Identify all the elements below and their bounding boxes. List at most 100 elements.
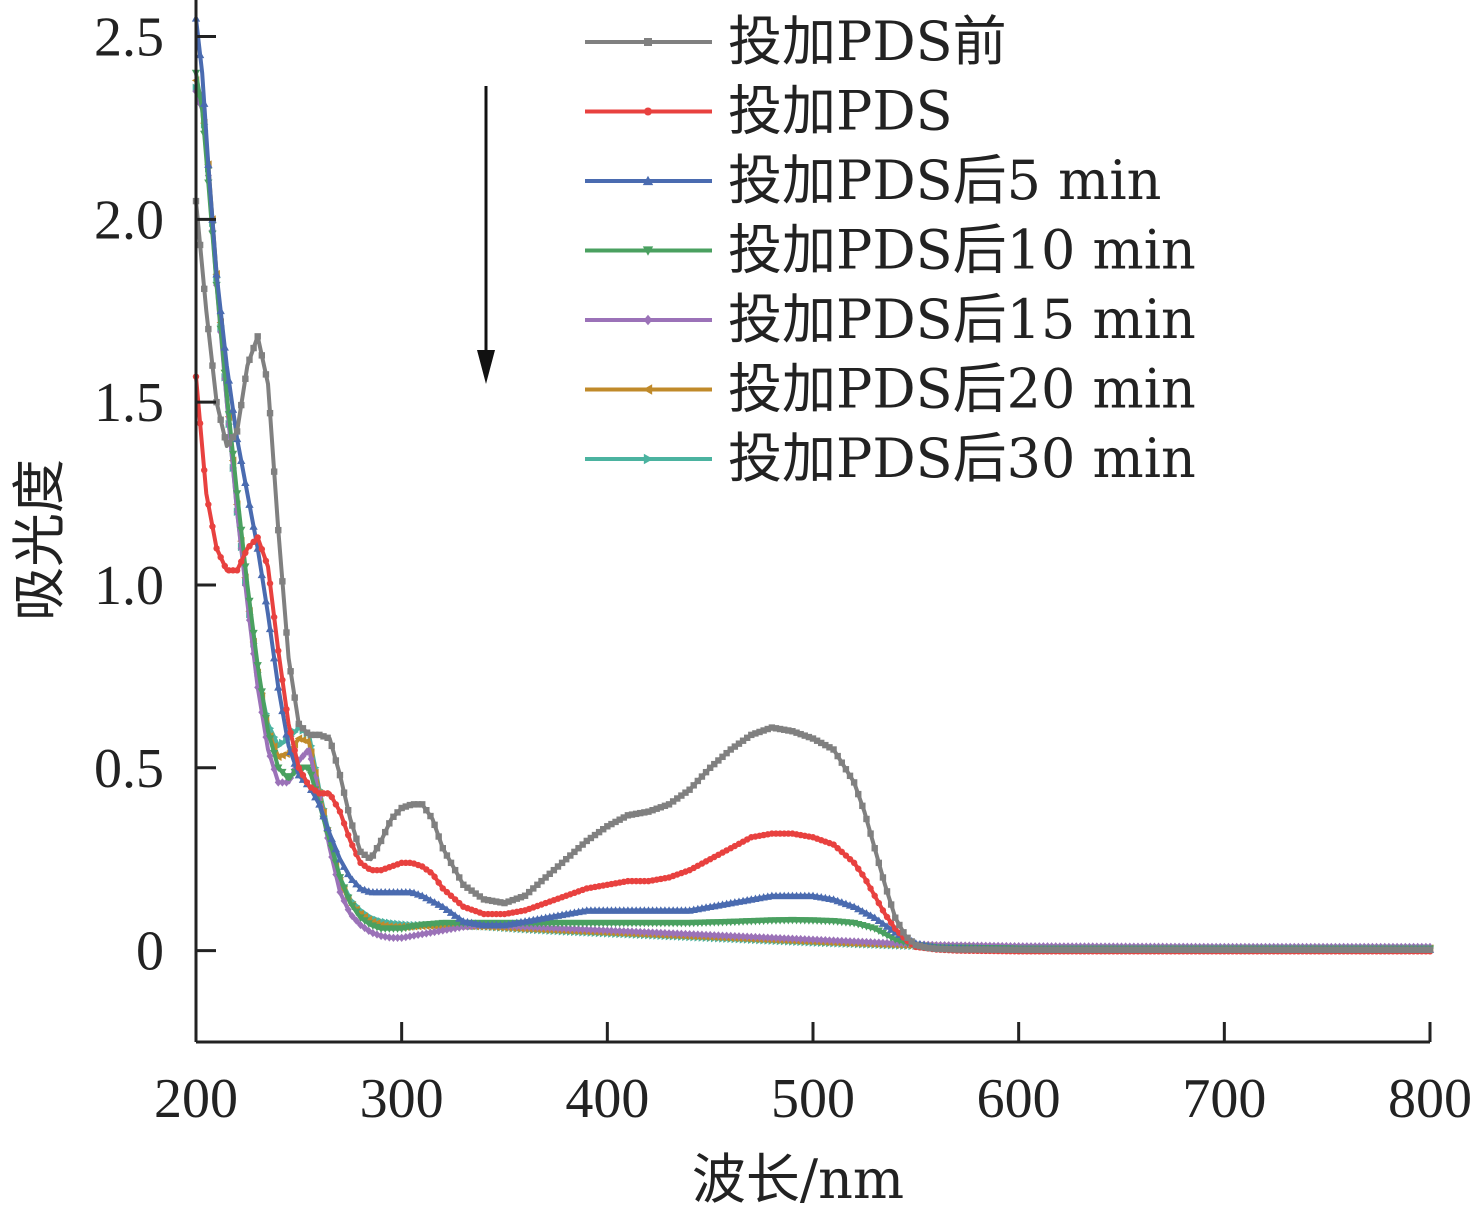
series-point [324, 790, 331, 797]
series-point [809, 735, 817, 742]
series-point [1147, 946, 1154, 954]
series-point [982, 946, 989, 953]
series-point [331, 844, 341, 853]
series-point [694, 930, 702, 939]
series-point [999, 946, 1006, 953]
series-point [352, 916, 360, 925]
series-point [274, 778, 282, 787]
x-tick-label: 200 [154, 1068, 238, 1130]
series-point [1286, 946, 1294, 954]
series-point [1151, 946, 1158, 954]
series-point [237, 526, 246, 535]
series-point [217, 553, 224, 561]
series-point [882, 922, 892, 930]
series-point [319, 811, 328, 820]
series-point [929, 945, 936, 952]
series-point [855, 790, 862, 798]
series-point [1126, 946, 1133, 954]
series-point [772, 725, 780, 732]
series-point [542, 923, 550, 932]
series-point [855, 865, 862, 872]
legend-marker [643, 453, 654, 465]
series-point [801, 935, 809, 944]
series-point [269, 653, 279, 662]
series-point [390, 813, 397, 820]
series-point [456, 874, 463, 881]
series-point [825, 936, 833, 945]
series-point [361, 851, 368, 859]
series-point [419, 801, 426, 808]
series-point [493, 898, 500, 905]
series-point [834, 936, 842, 945]
series-point [788, 934, 796, 943]
series-point [607, 926, 615, 935]
series-point [228, 405, 238, 413]
series-point [550, 866, 558, 874]
series-point [212, 270, 221, 278]
series-point [616, 816, 623, 823]
ticks: 200 300 400 500 600 700 800 0 0.5 1.0 1.5 2.0 2.5 [94, 7, 1472, 1130]
series-point [780, 934, 788, 943]
series-point [990, 946, 998, 953]
series-point [1418, 946, 1425, 954]
series-point [974, 946, 981, 953]
series-point [406, 801, 414, 809]
series-point [850, 779, 858, 786]
series-point [863, 877, 870, 885]
legend-label: 投加PDS后15 min [728, 288, 1196, 351]
series-point [423, 807, 430, 814]
series-point [439, 845, 446, 852]
series-point [229, 434, 237, 441]
series-point [789, 728, 796, 735]
series-point [1081, 946, 1088, 954]
series-point [620, 927, 628, 936]
legend-label: 投加PDS [728, 80, 953, 143]
series-point [221, 562, 228, 570]
trend-arrow [477, 86, 495, 384]
series-point [1381, 946, 1388, 954]
series-point [550, 923, 558, 933]
series-point [287, 729, 294, 736]
series-point [849, 902, 859, 911]
series-point [307, 754, 315, 764]
series-point [850, 859, 858, 867]
series-point [863, 815, 870, 823]
series-point [291, 747, 298, 754]
series-point [525, 888, 533, 896]
series-point [430, 898, 439, 906]
series-point [456, 899, 463, 907]
series-point [241, 563, 250, 571]
series-point [262, 371, 270, 378]
series-point [386, 820, 393, 827]
series-point [221, 434, 228, 441]
series-point [257, 688, 266, 696]
series-point [521, 892, 529, 899]
series-point [854, 904, 863, 913]
series-point [600, 826, 607, 833]
series-point [747, 932, 755, 942]
series-point [826, 744, 833, 751]
series-point [784, 934, 792, 943]
series-point [797, 934, 805, 944]
series-point [1258, 946, 1265, 954]
series-point [468, 887, 475, 894]
series-point [435, 833, 442, 840]
series-point [842, 852, 850, 859]
series-point [389, 933, 397, 942]
series-point [249, 522, 258, 530]
series-point [443, 888, 451, 896]
series-point [195, 50, 205, 59]
series-point [348, 875, 357, 883]
series-point [723, 749, 730, 757]
series-point [472, 890, 479, 897]
series-point [994, 946, 1002, 953]
series-point [382, 828, 389, 836]
series-point [760, 727, 767, 734]
series-point [878, 919, 888, 927]
series-point [249, 629, 258, 638]
series-point [882, 931, 892, 940]
series-point [311, 792, 320, 801]
series-point [554, 924, 562, 933]
series-point [941, 945, 948, 953]
series-point [870, 925, 879, 933]
